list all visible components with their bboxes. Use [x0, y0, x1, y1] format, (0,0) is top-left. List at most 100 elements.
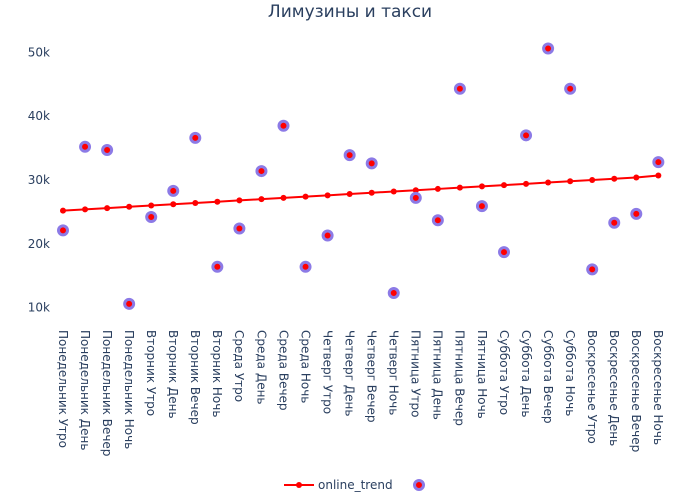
scatter-point[interactable] — [145, 211, 158, 224]
trend-point[interactable] — [501, 182, 507, 189]
x-tick-label: Воскресенье День — [607, 330, 621, 446]
y-tick-label: 40k — [28, 109, 50, 123]
x-tick-label: Пятница Ночь — [475, 330, 489, 419]
x-tick-label: Вторник Ночь — [210, 330, 224, 417]
legend-item-online-trend[interactable]: online_trend — [284, 478, 393, 492]
trend-point[interactable] — [302, 193, 309, 200]
x-tick-label: Пятница Утро — [409, 330, 423, 417]
trend-point[interactable] — [412, 187, 419, 194]
x-tick-label: Четверг Ночь — [387, 330, 401, 415]
x-tick-label: Суббота Утро — [497, 330, 511, 415]
scatter-point[interactable] — [189, 131, 202, 144]
scatter-point[interactable] — [387, 286, 400, 299]
trend-point[interactable] — [611, 175, 618, 182]
trend-point[interactable] — [280, 194, 287, 201]
plot-area — [57, 42, 665, 310]
trend-point[interactable] — [82, 206, 89, 213]
y-tick-label: 50k — [28, 45, 50, 59]
trend-point[interactable] — [589, 177, 596, 183]
scatter-point[interactable] — [255, 165, 268, 178]
scatter-point[interactable] — [123, 297, 136, 310]
y-axis: 10k 20k 30k 40k 50k — [28, 45, 50, 314]
x-tick-label: Среда Утро — [232, 330, 246, 402]
trend-point[interactable] — [545, 179, 552, 186]
trend-point[interactable] — [390, 188, 397, 195]
scatter-point[interactable] — [608, 216, 621, 229]
x-tick-label: Четверг Вечер — [365, 330, 379, 423]
trend-point[interactable] — [523, 180, 530, 187]
scatter-markers — [57, 42, 665, 310]
scatter-point[interactable] — [57, 224, 69, 237]
trend-point[interactable] — [192, 199, 199, 206]
scatter-point[interactable] — [630, 207, 643, 220]
x-tick-label: Воскресенье Ночь — [651, 330, 665, 445]
scatter-point[interactable] — [520, 129, 533, 142]
trend-markers — [60, 172, 662, 214]
x-tick-label: Суббота Вечер — [541, 330, 555, 424]
trend-point[interactable] — [258, 196, 265, 203]
trend-point[interactable] — [214, 198, 221, 205]
scatter-point[interactable] — [79, 140, 92, 153]
x-tick-label: Среда Ночь — [298, 330, 312, 403]
scatter-point[interactable] — [365, 157, 378, 170]
x-tick-label: Среда Вечер — [276, 330, 290, 411]
scatter-point[interactable] — [498, 246, 510, 259]
x-tick-label: Воскресенье Вечер — [629, 330, 643, 452]
legend[interactable]: online_trend — [284, 478, 425, 492]
scatter-point[interactable] — [586, 263, 599, 276]
trend-point[interactable] — [368, 189, 375, 196]
scatter-point[interactable] — [542, 42, 555, 55]
scatter-point[interactable] — [652, 156, 665, 169]
trend-line — [62, 174, 659, 212]
x-tick-label: Суббота День — [519, 330, 533, 417]
x-tick-label: Вторник Вечер — [188, 330, 202, 425]
x-tick-label: Пятница День — [431, 330, 445, 420]
scatter-point[interactable] — [453, 82, 466, 95]
scatter-point[interactable] — [343, 149, 356, 162]
scatter-point[interactable] — [475, 200, 488, 213]
chart-title: Лимузины и такси — [268, 2, 432, 22]
scatter-point[interactable] — [211, 260, 224, 273]
trend-point[interactable] — [170, 201, 177, 208]
trend-point[interactable] — [478, 183, 485, 190]
scatter-point[interactable] — [233, 222, 246, 235]
trend-point[interactable] — [324, 192, 331, 199]
x-tick-label: Понедельник Утро — [56, 330, 70, 448]
scatter-point[interactable] — [409, 191, 422, 204]
trend-point[interactable] — [60, 207, 66, 214]
trend-point[interactable] — [567, 178, 574, 185]
scatter-point[interactable] — [431, 214, 444, 227]
x-tick-label: Понедельник Вечер — [100, 330, 114, 456]
scatter-point[interactable] — [321, 229, 334, 242]
legend-item-scatter[interactable] — [413, 479, 425, 491]
trend-point[interactable] — [126, 203, 133, 210]
trend-point[interactable] — [346, 191, 353, 198]
x-tick-label: Понедельник Ночь — [122, 330, 136, 449]
trend-point[interactable] — [655, 172, 662, 179]
y-tick-label: 30k — [28, 173, 50, 187]
x-tick-label: Среда День — [254, 330, 268, 405]
x-tick-label: Воскресенье Утро — [585, 330, 599, 444]
trend-point[interactable] — [236, 197, 243, 204]
x-tick-label: Понедельник День — [78, 330, 92, 450]
legend-marker-icon — [296, 482, 302, 488]
x-tick-label: Вторник День — [166, 330, 180, 419]
legend-label-online-trend: online_trend — [318, 478, 393, 492]
scatter-point[interactable] — [564, 82, 577, 95]
x-tick-label: Суббота Ночь — [563, 330, 577, 416]
scatter-point[interactable] — [299, 260, 312, 273]
scatter-point[interactable] — [277, 119, 290, 132]
x-tick-label: Четверг День — [342, 330, 356, 416]
trend-point[interactable] — [104, 205, 111, 212]
scatter-point[interactable] — [167, 184, 180, 197]
scatter-point[interactable] — [101, 144, 114, 156]
y-tick-label: 20k — [28, 237, 50, 251]
x-tick-label: Четверг Утро — [320, 330, 334, 414]
x-tick-label: Вторник Утро — [144, 330, 158, 416]
trend-point[interactable] — [456, 184, 463, 191]
trend-point[interactable] — [434, 185, 441, 192]
trend-point[interactable] — [148, 202, 155, 209]
legend-scatter-icon — [413, 479, 425, 491]
trend-point[interactable] — [633, 174, 640, 181]
